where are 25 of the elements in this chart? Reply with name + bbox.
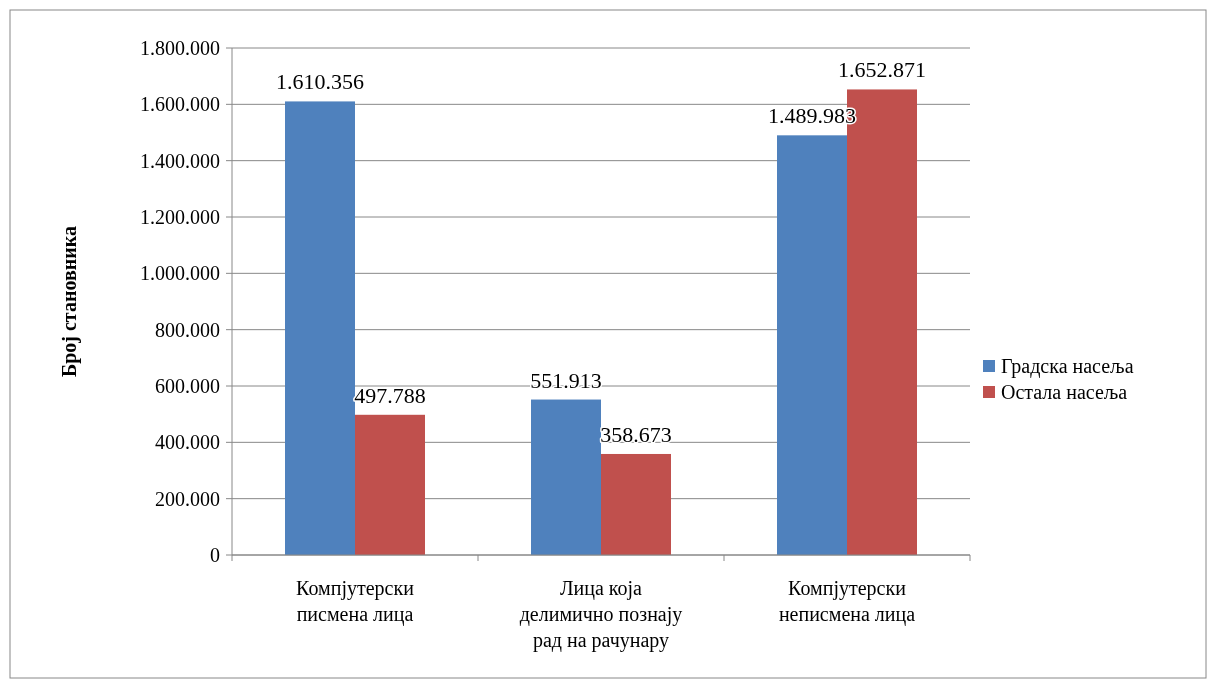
y-tick-label: 1.000.000 [140, 262, 220, 285]
data-label: 358.673 [600, 421, 672, 447]
x-tick-label: Компјутерски писмена лица [296, 577, 415, 626]
y-tick-label: 1.200.000 [140, 206, 220, 228]
bar [601, 453, 671, 555]
bar [777, 135, 847, 555]
y-tick-label: 1.600.000 [140, 93, 220, 116]
legend-label: Остала насеља [1001, 381, 1128, 403]
data-label: 1.652.871 [838, 57, 926, 83]
data-label: 551.913 [530, 367, 602, 393]
y-tick-label: 600.000 [155, 375, 220, 397]
y-tick-label: 1.400.000 [140, 149, 220, 172]
legend-label: Градска насеља [1001, 355, 1134, 378]
y-tick-label: 400.000 [155, 431, 220, 454]
y-tick-label: 0 [210, 544, 220, 566]
y-tick-label: 800.000 [155, 318, 220, 341]
bar [285, 101, 355, 555]
x-tick-label: Лица која делимично познају рад на рачунару [519, 577, 683, 652]
bar [531, 399, 601, 555]
bar [355, 414, 425, 555]
y-axis-title: Број становника [58, 225, 81, 378]
y-tick-label: 200.000 [155, 487, 220, 510]
y-tick-label: 1.800.000 [140, 37, 220, 59]
x-tick-label: Компјутерски неписмена лица [778, 577, 916, 626]
data-label: 1.610.356 [276, 69, 364, 95]
